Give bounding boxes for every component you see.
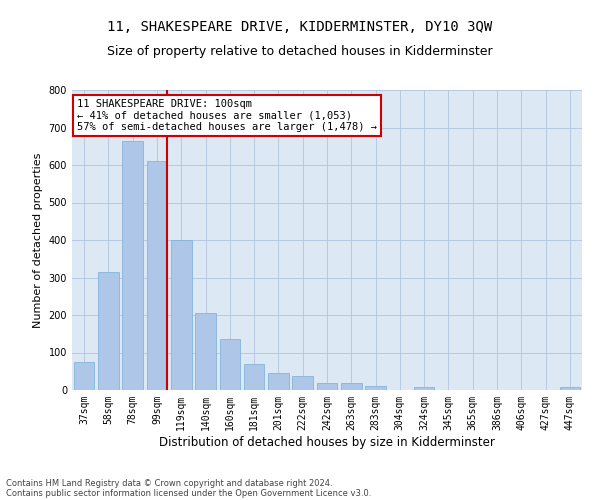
X-axis label: Distribution of detached houses by size in Kidderminster: Distribution of detached houses by size …	[159, 436, 495, 448]
Text: Contains public sector information licensed under the Open Government Licence v3: Contains public sector information licen…	[6, 488, 371, 498]
Bar	[414, 387, 434, 390]
Text: Contains HM Land Registry data © Crown copyright and database right 2024.: Contains HM Land Registry data © Crown c…	[6, 478, 332, 488]
Bar	[146, 161, 167, 390]
Bar	[341, 382, 362, 390]
Bar	[560, 387, 580, 390]
Bar	[220, 340, 240, 390]
Y-axis label: Number of detached properties: Number of detached properties	[33, 152, 43, 328]
Bar	[98, 272, 119, 390]
Bar	[268, 373, 289, 390]
Text: 11, SHAKESPEARE DRIVE, KIDDERMINSTER, DY10 3QW: 11, SHAKESPEARE DRIVE, KIDDERMINSTER, DY…	[107, 20, 493, 34]
Bar	[171, 240, 191, 390]
Bar	[122, 140, 143, 390]
Bar	[74, 362, 94, 390]
Text: 11 SHAKESPEARE DRIVE: 100sqm
← 41% of detached houses are smaller (1,053)
57% of: 11 SHAKESPEARE DRIVE: 100sqm ← 41% of de…	[77, 99, 377, 132]
Bar	[292, 376, 313, 390]
Bar	[195, 313, 216, 390]
Text: Size of property relative to detached houses in Kidderminster: Size of property relative to detached ho…	[107, 45, 493, 58]
Bar	[244, 364, 265, 390]
Bar	[365, 386, 386, 390]
Bar	[317, 382, 337, 390]
